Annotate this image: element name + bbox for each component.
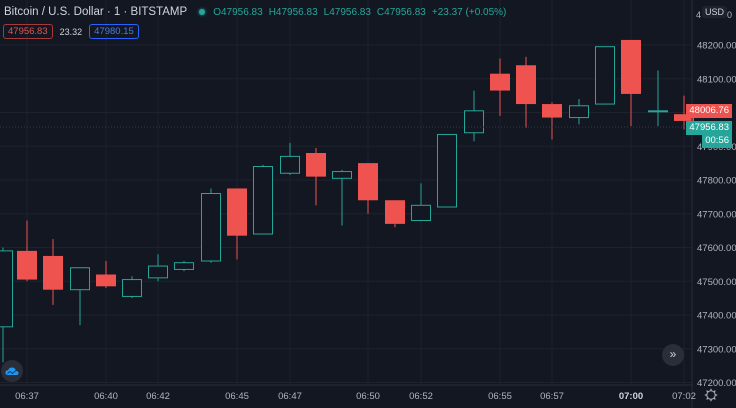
candle [464,90,484,142]
time-axis-label: 07:02 [672,391,696,402]
candle [280,142,300,175]
time-axis-label: 06:57 [540,391,564,402]
time-axis-label: 06:37 [15,391,39,402]
candle [122,276,142,299]
last-price-tag: 48006.76 [686,104,732,118]
candle [595,46,615,105]
ohlc-low: L47956.83 [323,6,371,18]
candle [96,261,116,288]
price-axis-label: 47500.00 [697,277,736,288]
scroll-to-realtime-button[interactable]: » [662,344,684,366]
candle [174,261,194,272]
price-axis-partial-label: 4 [696,10,702,20]
sell-button[interactable]: 47956.83 [3,24,53,39]
price-axis-label: 47300.00 [697,344,736,355]
candle [490,58,510,116]
candle [385,200,405,228]
price-axis-label: 47200.00 [697,378,736,389]
buy-button[interactable]: 47980.15 [89,24,139,39]
spread-value: 23.32 [59,26,83,37]
time-axis-label: 06:45 [225,391,249,402]
currency-label[interactable]: USD [702,6,728,18]
candle [43,239,63,305]
candle [648,70,668,126]
double-chevron-right-icon: » [669,347,677,361]
symbol-title[interactable]: Bitcoin / U.S. Dollar · 1 · BITSTAMP [4,6,188,18]
candle [201,188,221,263]
price-axis[interactable]: 48200.0048100.0047900.0047800.0047700.00… [697,41,736,390]
time-axis-label: 06:55 [488,391,512,402]
candle [569,99,589,125]
price-axis-label: 47600.00 [697,243,736,254]
tradingview-logo-button[interactable] [1,360,23,382]
price-axis-partial-label-right: 0 [727,10,733,20]
ohlc-high: H47956.83 [268,6,318,18]
ohlc-close: C47956.83 [376,6,426,18]
candle [306,147,326,206]
tradingview-cloud-icon [5,367,19,375]
candle [674,95,694,130]
candle [227,188,247,260]
current-price-tag: 47956.83 [686,121,732,135]
candle [332,169,352,226]
time-axis-label: 06:52 [409,391,433,402]
candle [437,133,457,208]
time-axis-label: 07:00 [619,391,643,402]
ohlc-change: +23.37 (+0.05%) [431,6,507,18]
ohlc-open: O47956.83 [213,6,263,18]
price-axis-label: 47700.00 [697,209,736,220]
market-status-dot-icon [199,9,206,15]
time-axis-label: 06:40 [94,391,118,402]
price-axis-label: 48100.00 [697,74,736,85]
candle [70,267,90,326]
candle [0,247,13,363]
price-axis-label: 48200.00 [697,41,736,52]
price-axis-label: 47400.00 [697,311,736,322]
time-axis-label: 06:42 [146,391,170,402]
candle [411,183,431,221]
symbol-legend: Bitcoin / U.S. Dollar · 1 · BITSTAMP O47… [4,6,512,18]
countdown-tag: 00:56 [702,134,732,148]
time-axis-label: 06:47 [278,391,302,402]
time-axis-label: 06:50 [356,391,380,402]
candle [542,102,562,140]
candle [17,220,37,282]
candle [621,39,641,126]
price-axis-label: 47800.00 [697,176,736,187]
trade-buttons: 47956.83 23.32 47980.15 [3,24,139,39]
chart-grid [0,0,692,385]
candle [358,163,378,214]
candles [0,39,694,363]
time-axis[interactable]: 06:37 06:40 06:42 06:45 06:47 06:50 06:52 06:55… [15,391,696,402]
candle [148,254,168,282]
candle [516,56,536,128]
gear-icon[interactable] [704,388,718,402]
candle [253,164,273,235]
